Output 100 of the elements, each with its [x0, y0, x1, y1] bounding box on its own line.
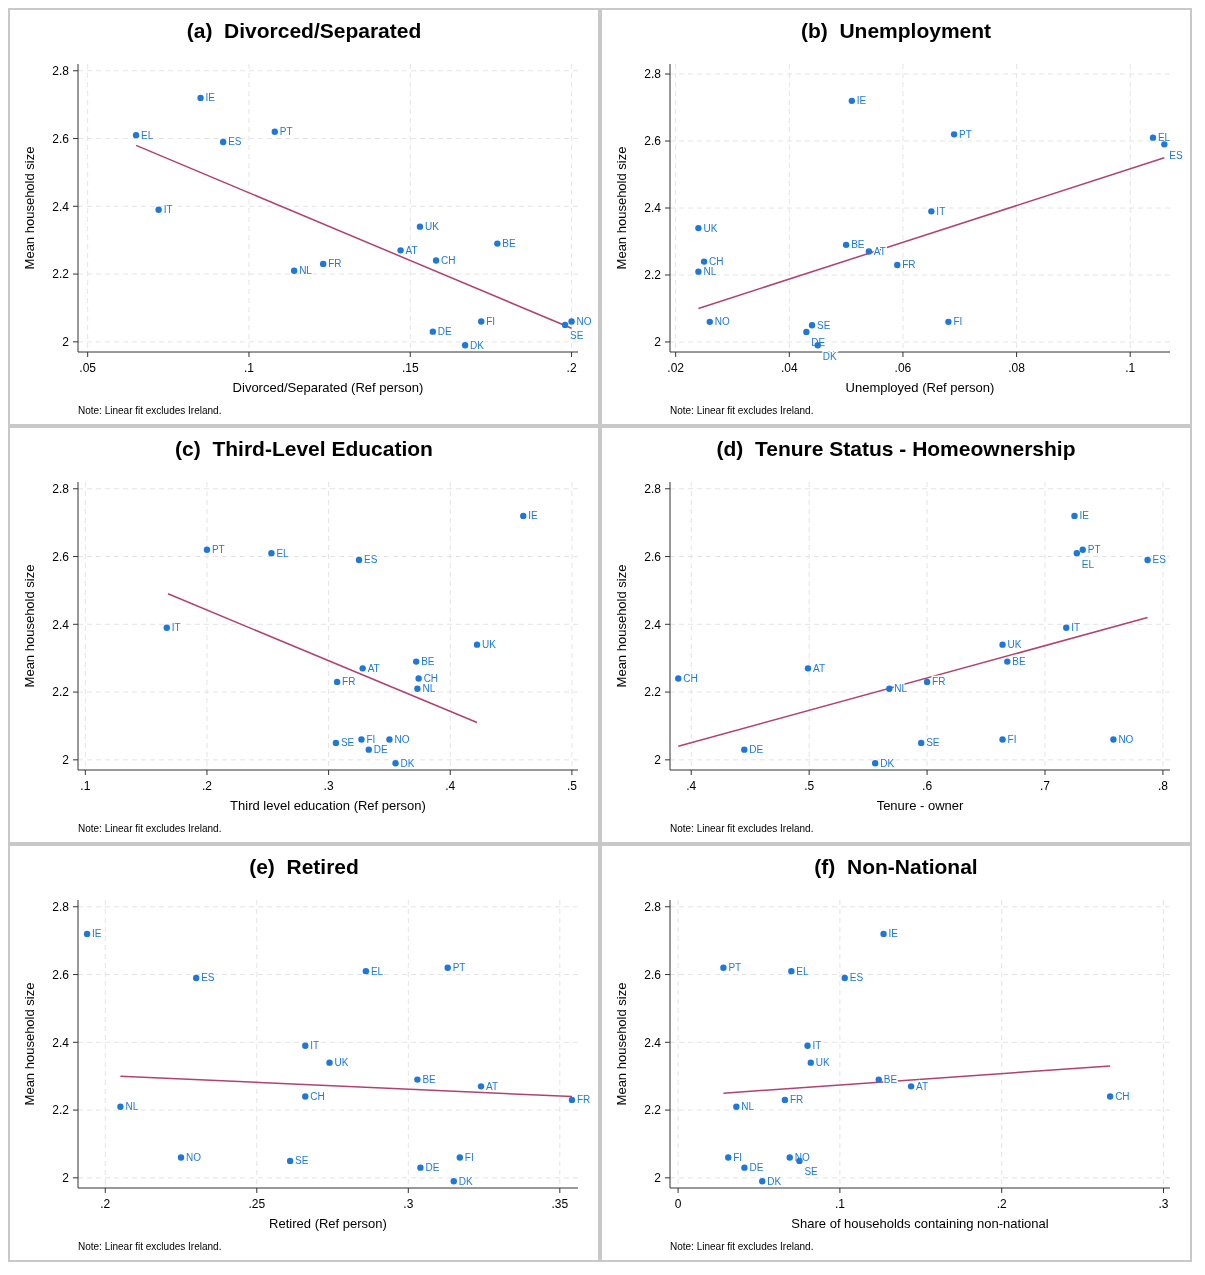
x-tick-label: .1 [243, 361, 255, 375]
y-axis-title: Mean household size [614, 146, 629, 270]
point [907, 1083, 915, 1090]
point [720, 964, 727, 971]
point [1079, 546, 1086, 553]
point [392, 760, 399, 767]
annotation: BE [1012, 656, 1026, 668]
y-tick-label: 2.2 [52, 1103, 70, 1118]
annotation: NL [422, 683, 436, 695]
y-tick-label: 2.2 [52, 267, 70, 282]
y-axis-title: Mean household size [614, 564, 629, 688]
y-tick-label: 2.8 [644, 67, 662, 82]
annotation: FR [576, 1094, 591, 1106]
point [894, 261, 901, 269]
point [417, 1164, 424, 1171]
annotation: NL [703, 266, 717, 278]
y-tick-label: 2.4 [52, 199, 70, 214]
point [461, 342, 469, 349]
point [875, 1076, 882, 1083]
x-tick-label: 0 [674, 1197, 682, 1211]
point [362, 967, 370, 975]
point [429, 328, 437, 335]
y-tick-label: 2 [62, 1171, 70, 1186]
annotation: FR [789, 1094, 804, 1106]
point [871, 760, 879, 767]
y-tick-label: 2.8 [52, 63, 70, 78]
annotation: IE [92, 928, 102, 940]
annotation: PT [211, 544, 225, 556]
annotation: BE [421, 656, 435, 668]
annotation: DE [373, 744, 388, 756]
point [365, 746, 372, 753]
point [781, 1096, 789, 1104]
y-axis-title: Mean household size [614, 982, 629, 1106]
y-tick-label: 2.2 [644, 1103, 662, 1118]
x-tick-label: .3 [323, 779, 334, 793]
x-tick-label: .35 [551, 1197, 569, 1211]
annotation: AT [486, 1080, 499, 1092]
x-tick-label: .4 [686, 779, 697, 793]
point [1004, 658, 1011, 665]
annotation: EL [276, 547, 290, 559]
point [358, 736, 365, 743]
annotation: DE [749, 1162, 764, 1174]
annotation: NO [394, 734, 410, 746]
annotation: BE [851, 239, 865, 251]
point [786, 1154, 793, 1161]
x-tick-label: .02 [667, 361, 685, 375]
y-tick-label: 2.8 [644, 899, 662, 914]
point [759, 1178, 766, 1185]
annotation: FR [342, 676, 356, 688]
point [197, 94, 204, 102]
annotation: NO [1118, 734, 1134, 746]
annotation: AT [916, 1080, 929, 1092]
annotation: DK [822, 350, 837, 362]
y-axis-title: Mean household size [22, 146, 37, 270]
annotation: NL [894, 683, 908, 695]
x-tick-label: .15 [401, 361, 419, 375]
annotation: PT [959, 128, 972, 140]
y-tick-label: 2.2 [52, 685, 70, 700]
point [808, 322, 816, 329]
x-tick-label: .08 [1008, 361, 1026, 375]
y-tick-label: 2.2 [644, 268, 662, 283]
x-tick-label: .1 [834, 1197, 846, 1211]
point [333, 678, 341, 686]
x-tick-label: .2 [996, 1197, 1008, 1211]
y-axis-title: Mean household size [22, 982, 37, 1106]
x-axis-title: Divorced/Separated (Ref person) [232, 380, 424, 395]
annotation: PT [728, 962, 742, 974]
annotation: DK [880, 757, 895, 769]
x-tick-label: .7 [1039, 779, 1051, 793]
annotation: SE [817, 319, 831, 331]
x-tick-label: .25 [248, 1197, 266, 1211]
point [733, 1103, 740, 1110]
x-tick-label: .3 [403, 1197, 414, 1211]
point [302, 1093, 309, 1100]
annotation: UK [334, 1057, 349, 1069]
annotation: IE [888, 928, 899, 940]
annotation: NL [741, 1101, 755, 1113]
y-tick-label: 2.4 [52, 617, 70, 632]
y-tick-label: 2 [654, 1171, 662, 1186]
annotation: UK [703, 222, 718, 234]
point [928, 208, 935, 215]
y-tick-label: 2.6 [52, 967, 70, 982]
point [355, 556, 363, 564]
y-tick-label: 2 [62, 753, 70, 768]
point [804, 1042, 811, 1049]
annotation: NO [714, 316, 730, 328]
annotation: FI [366, 734, 376, 746]
point [177, 1154, 185, 1161]
annotation: AT [367, 662, 380, 674]
annotation: DE [425, 1162, 440, 1174]
y-tick-label: 2.6 [644, 549, 662, 564]
point [271, 128, 278, 135]
text: Note: Linear fit excludes Ireland. [78, 823, 222, 834]
annotation: FR [932, 676, 946, 688]
chart-title: (e) Retired [249, 855, 359, 878]
annotation: CH [709, 256, 724, 268]
chart-title: (b) Unemployment [800, 19, 992, 42]
point [807, 1059, 814, 1066]
annotation: FI [486, 316, 496, 328]
point [848, 97, 856, 105]
